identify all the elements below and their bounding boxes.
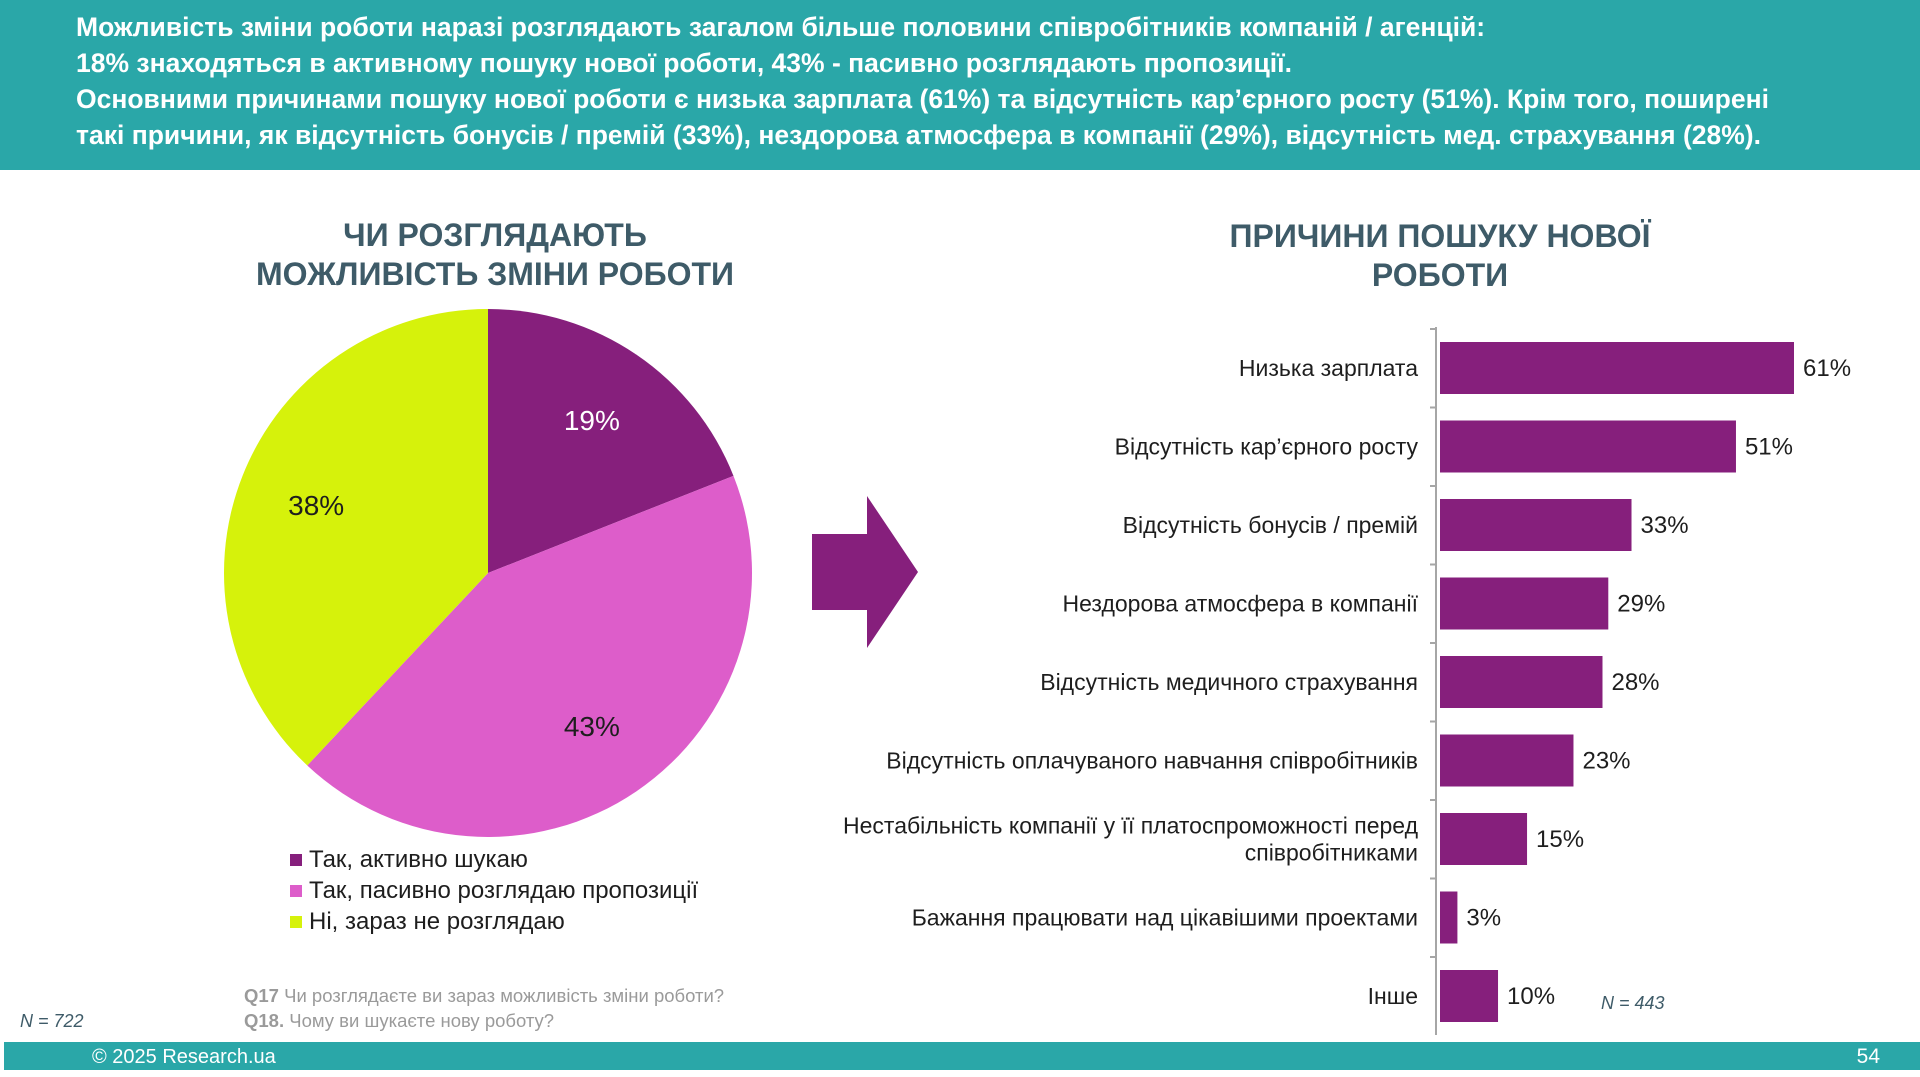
bar <box>1440 734 1574 787</box>
bar <box>1440 656 1603 708</box>
copyright: © 2025 Research.ua <box>92 1046 276 1068</box>
bar-value-label: 61% <box>1803 355 1851 382</box>
q18-code: Q18. <box>244 1010 285 1031</box>
bar <box>1440 420 1736 473</box>
bar-value-label: 33% <box>1641 512 1689 539</box>
bar-category-label: Нестабільність компанії у її платоспромо… <box>843 813 1419 866</box>
bar-value-label: 3% <box>1466 905 1501 932</box>
page-number: 54 <box>1856 1045 1880 1068</box>
bar-value-label: 23% <box>1582 748 1630 775</box>
q18-text: Чому ви шукаєте нову роботу? <box>284 1010 555 1031</box>
pie-slice <box>307 475 752 837</box>
bar-value-label: 29% <box>1617 591 1665 618</box>
right-sample-size: N = 443 <box>1601 993 1665 1013</box>
q17-text: Чи розглядаєте ви зараз можливість зміни… <box>278 985 725 1006</box>
pie-slice-label: 19% <box>564 405 620 436</box>
legend-label: Так, пасивно розглядаю пропозиції <box>309 876 699 904</box>
pie-slice-label: 38% <box>288 490 344 521</box>
question-q17: Q17 Чи розглядаєте ви зараз можливість з… <box>244 985 724 1007</box>
bar-title-line-2: РОБОТИ <box>1371 257 1509 293</box>
bar-value-label: 15% <box>1536 826 1584 853</box>
bar-category-label: Відсутність оплачуваного навчання співро… <box>886 748 1418 774</box>
legend-swatch <box>290 884 302 897</box>
bar <box>1440 342 1794 394</box>
bar <box>1440 970 1499 1022</box>
bar <box>1440 813 1528 865</box>
q17-code: Q17 <box>244 985 279 1006</box>
pie-slice <box>488 309 734 573</box>
legend-label: Так, активно шукаю <box>309 845 528 873</box>
bar <box>1440 891 1458 944</box>
bar-title-line-1: ПРИЧИНИ ПОШУКУ НОВОЇ <box>1229 218 1651 254</box>
bar-category-label: Відсутність кар’єрного росту <box>1115 434 1419 460</box>
legend-item: Так, активно шукаю <box>290 844 698 875</box>
right-arrow-icon <box>812 496 918 648</box>
footer-bar: © 2025 Research.ua 54 <box>4 1042 1920 1070</box>
bar <box>1440 577 1609 630</box>
bar-category-label: Відсутність медичного страхування <box>1040 669 1418 695</box>
left-sample-size: N = 722 <box>20 1011 84 1031</box>
bar-category-label: Інше <box>1368 983 1418 1009</box>
bar-chart-title: ПРИЧИНИ ПОШУКУ НОВОЇ РОБОТИ <box>1160 217 1720 295</box>
bar-category-label: Бажання працювати над цікавішими проекта… <box>912 905 1418 931</box>
legend-item: Так, пасивно розглядаю пропозиції <box>290 875 698 906</box>
header-line-1: Можливість зміни роботи наразі розглядаю… <box>76 12 1486 42</box>
pie-title-line-2: МОЖЛИВІСТЬ ЗМІНИ РОБОТИ <box>255 256 735 292</box>
legend-label: Ні, зараз не розглядаю <box>309 907 565 935</box>
bar-category-label: Нездорова атмосфера в компанії <box>1063 591 1419 617</box>
legend-swatch <box>290 853 302 866</box>
pie-slice <box>224 309 488 766</box>
bar-value-label: 51% <box>1745 434 1793 461</box>
pie-title-line-1: ЧИ РОЗГЛЯДАЮТЬ <box>343 217 647 253</box>
legend-swatch <box>290 915 302 928</box>
header-line-2: 18% знаходяться в активному пошуку нової… <box>76 48 1292 78</box>
bar-value-label: 10% <box>1507 983 1555 1010</box>
bar-value-label: 28% <box>1611 669 1659 696</box>
header-line-3: Основними причинами пошуку нової роботи … <box>76 84 1769 114</box>
bar <box>1440 499 1632 551</box>
bar-category-label: Низька зарплата <box>1239 355 1418 381</box>
header-line-4: такі причини, як відсутність бонусів / п… <box>76 120 1761 150</box>
bar-category-label: Відсутність бонусів / премій <box>1123 512 1418 538</box>
pie-chart-title: ЧИ РОЗГЛЯДАЮТЬ МОЖЛИВІСТЬ ЗМІНИ РОБОТИ <box>180 216 810 294</box>
pie-slice-label: 43% <box>564 711 620 742</box>
legend-item: Ні, зараз не розглядаю <box>290 906 698 937</box>
pie-legend: Так, активно шукаю Так, пасивно розгляда… <box>290 844 698 937</box>
question-q18: Q18. Чому ви шукаєте нову роботу? <box>244 1010 554 1032</box>
header-banner: Можливість зміни роботи наразі розглядаю… <box>0 0 1920 170</box>
